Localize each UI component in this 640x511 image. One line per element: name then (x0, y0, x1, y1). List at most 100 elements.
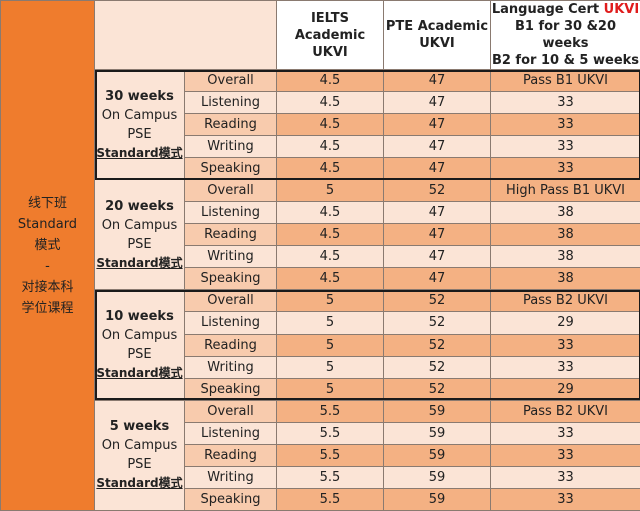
table-row: Reading 4.5 47 33 (1, 113, 640, 137)
languagecert-score: 33 (490, 355, 640, 379)
ielts-score: 5.5 (276, 399, 384, 423)
course-weeks: 10 weeks (105, 309, 174, 325)
course-campus: On Campus (101, 217, 178, 233)
course-mode: Standard模式 (96, 255, 183, 270)
pte-score: 47 (383, 223, 491, 247)
header-pte: PTE Academic UKVI (383, 0, 491, 71)
skill-label: Reading (184, 223, 277, 247)
sidebar-line-1: 线下班 (27, 195, 67, 211)
ielts-score: 4.5 (276, 267, 384, 291)
sidebar-line-4: - (45, 258, 50, 274)
languagecert-score: 38 (490, 245, 640, 269)
table-row: Reading 5.5 59 33 (1, 443, 640, 467)
skill-label: Reading (184, 443, 277, 467)
languagecert-score: 33 (490, 113, 640, 137)
pte-score: 47 (383, 69, 491, 93)
pte-score: 47 (383, 245, 491, 269)
pte-score: 52 (383, 311, 491, 335)
table-row: Writing 4.5 47 38 (1, 245, 640, 269)
course-pse: PSE (127, 457, 152, 473)
ielts-score: 4.5 (276, 135, 384, 159)
languagecert-score: 33 (490, 333, 640, 357)
course-campus: On Campus (101, 328, 178, 344)
pte-score: 52 (383, 179, 491, 203)
languagecert-score: 29 (490, 311, 640, 335)
skill-label: Listening (184, 201, 277, 225)
course-weeks: 30 weeks (105, 88, 174, 104)
skill-label: Writing (184, 135, 277, 159)
course-mode: Standard模式 (96, 476, 183, 491)
languagecert-score: 38 (490, 201, 640, 225)
table-row: Speaking 5.5 59 33 (1, 487, 640, 511)
course-cell: 30 weeks On Campus PSE Standard模式 (94, 69, 185, 181)
pte-score: 47 (383, 157, 491, 181)
skill-label: Speaking (184, 487, 277, 511)
languagecert-score: 33 (490, 135, 640, 159)
table-row: Speaking 4.5 47 38 (1, 267, 640, 291)
header-ielts: IELTS Academic UKVI (276, 0, 384, 71)
skill-label: Overall (184, 399, 277, 423)
course-weeks: 20 weeks (105, 198, 174, 214)
sidebar-cell: 线下班 Standard 模式 - 对接本科 学位课程 (0, 0, 95, 511)
languagecert-score: 33 (490, 157, 640, 181)
header-lc-line2: B1 for 30 &20 weeks (514, 19, 617, 52)
pte-score: 47 (383, 135, 491, 159)
course-weeks: 5 weeks (109, 419, 170, 435)
languagecert-score: Pass B2 UKVI (490, 289, 640, 313)
pte-score: 59 (383, 399, 491, 423)
header-languagecert: Language Cert UKVI B1 for 30 &20 weeks B… (490, 0, 640, 71)
course-cell: 10 weeks On Campus PSE Standard模式 (94, 289, 185, 401)
skill-label: Writing (184, 245, 277, 269)
table-row: Speaking 5 52 29 (1, 377, 640, 401)
languagecert-score: Pass B1 UKVI (490, 69, 640, 93)
pte-score: 52 (383, 355, 491, 379)
skill-label: Listening (184, 91, 277, 115)
pte-score: 47 (383, 267, 491, 291)
pte-score: 59 (383, 487, 491, 511)
ielts-score: 5.5 (276, 465, 384, 489)
ielts-score: 5.5 (276, 443, 384, 467)
languagecert-score: 38 (490, 223, 640, 247)
table-row: 30 weeks On Campus PSE Standard模式 Overall 4.5… (1, 69, 640, 181)
ielts-score: 4.5 (276, 157, 384, 181)
languagecert-score: 33 (490, 487, 640, 511)
table-row: Reading 4.5 47 38 (1, 223, 640, 247)
pte-score: 59 (383, 443, 491, 467)
table-row: 20 weeks On Campus PSE Standard模式 Overall 5 52… (1, 179, 640, 291)
header-lc-line1: Language Cert UKVI (492, 2, 640, 19)
languagecert-score: 29 (490, 377, 640, 401)
ielts-score: 4.5 (276, 91, 384, 115)
pte-score: 52 (383, 289, 491, 313)
ielts-score: 4.5 (276, 245, 384, 269)
ielts-score: 4.5 (276, 69, 384, 93)
skill-label: Listening (184, 311, 277, 335)
ielts-score: 4.5 (276, 223, 384, 247)
ielts-score: 5 (276, 333, 384, 357)
pte-score: 47 (383, 201, 491, 225)
sidebar-line-2: Standard (17, 216, 78, 232)
skill-label: Overall (184, 289, 277, 313)
ielts-score: 5 (276, 311, 384, 335)
course-pse: PSE (127, 236, 152, 252)
languagecert-score: 33 (490, 443, 640, 467)
sidebar-line-3: 模式 (34, 237, 61, 253)
pte-score: 59 (383, 465, 491, 489)
table-row: Listening 4.5 47 33 (1, 91, 640, 115)
ielts-score: 5.5 (276, 421, 384, 445)
ielts-score: 4.5 (276, 113, 384, 137)
course-cell: 5 weeks On Campus PSE Standard模式 (94, 399, 185, 511)
course-pse: PSE (127, 126, 152, 142)
header-empty-cell (94, 0, 277, 71)
table-row: Listening 4.5 47 38 (1, 201, 640, 225)
table-row: 5 weeks On Campus PSE Standard模式 Overall 5.5 5… (1, 399, 640, 511)
table-row: 10 weeks On Campus PSE Standard模式 Overall 5 52… (1, 289, 640, 401)
ielts-score: 5 (276, 377, 384, 401)
pte-score: 47 (383, 91, 491, 115)
course-campus: On Campus (101, 107, 178, 123)
pte-score: 47 (383, 113, 491, 137)
table-row: Listening 5 52 29 (1, 311, 640, 335)
header-lc-highlight: UKVI (603, 2, 640, 18)
pte-score: 52 (383, 377, 491, 401)
